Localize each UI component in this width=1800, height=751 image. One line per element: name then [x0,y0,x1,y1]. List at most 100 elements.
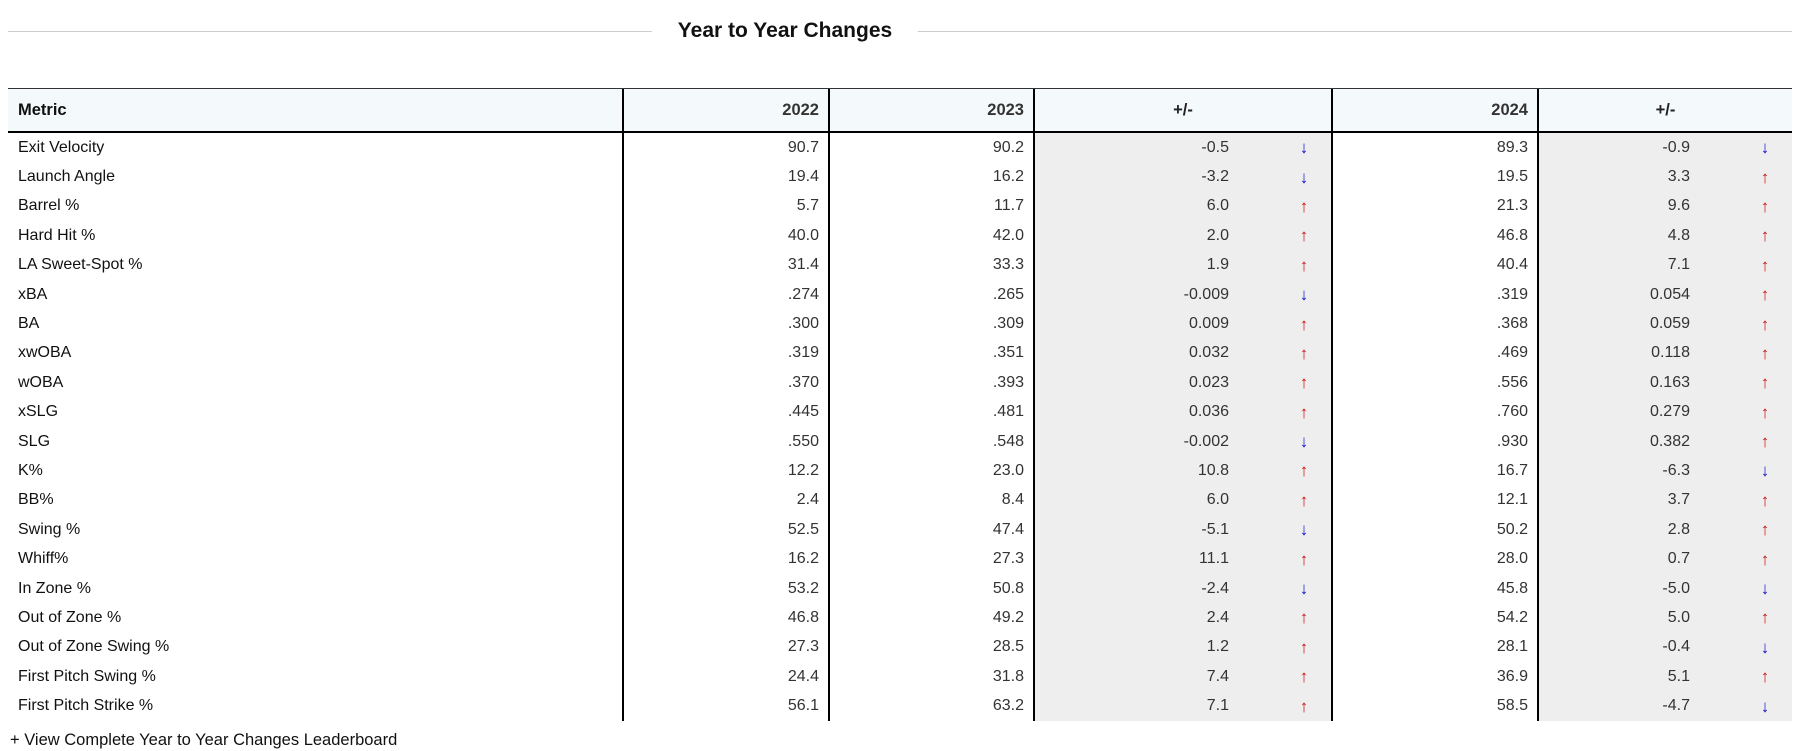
diff-2023-value: 6.0 [1206,197,1229,215]
up-arrow-icon: ↑ [1760,490,1770,510]
diff-2024-value: 7.1 [1667,256,1690,274]
value-2023-cell: .393 [828,368,1033,398]
diff-2023-value: 0.032 [1188,344,1229,362]
diff-2024-cell: 0.279 ↑ [1537,397,1792,427]
up-arrow-icon: ↑ [1760,373,1770,393]
diff-2023-value: 2.4 [1206,608,1229,626]
diff-2023-value: -0.002 [1183,432,1229,450]
value-2022-cell: 2.4 [622,485,828,516]
up-arrow-icon: ↑ [1299,226,1309,246]
up-arrow-icon: ↑ [1299,608,1309,628]
up-arrow-icon: ↑ [1299,402,1309,422]
diff-2023-cell: -5.1 ↓ [1033,515,1331,545]
diff-2023-value: 2.0 [1206,226,1229,244]
table-row: BA .300 .309 0.009 ↑ .368 0.059 ↑ [8,309,1792,339]
metric-cell: Exit Velocity [18,138,105,156]
table-row: K% 12.2 23.0 10.8 ↑ 16.7 -6.3 ↓ [8,456,1792,486]
diff-2023-cell: 0.023 ↑ [1033,368,1331,398]
value-2024-cell: 21.3 [1331,191,1537,222]
metric-cell: xwOBA [18,344,72,362]
diff-2024-cell: 0.118 ↑ [1537,338,1792,369]
value-2024-cell: 54.2 [1331,603,1537,633]
up-arrow-icon: ↑ [1299,637,1309,657]
value-2024-cell: .760 [1331,397,1537,427]
down-arrow-icon: ↓ [1299,138,1309,158]
value-2022-cell: 16.2 [622,544,828,574]
diff-2023-value: 0.036 [1188,403,1229,421]
up-arrow-icon: ↑ [1760,608,1770,628]
value-2024-cell: 16.7 [1331,456,1537,486]
diff-2024-value: -5.0 [1662,579,1690,597]
diff-2023-value: -2.4 [1201,579,1229,597]
diff-2024-value: -0.4 [1662,638,1690,656]
up-arrow-icon: ↑ [1299,549,1309,569]
value-2023-cell: .481 [828,397,1033,427]
table-row: Out of Zone Swing % 27.3 28.5 1.2 ↑ 28.1… [8,632,1792,663]
value-2024-cell: .556 [1331,368,1537,398]
diff-2023-value: 1.2 [1206,638,1229,656]
metric-cell: LA Sweet-Spot % [18,256,143,274]
value-2023-cell: 11.7 [828,191,1033,222]
value-2023-cell: .548 [828,426,1033,457]
down-arrow-icon: ↓ [1299,167,1309,187]
up-arrow-icon: ↑ [1299,196,1309,216]
down-arrow-icon: ↓ [1760,579,1770,599]
table-row: Launch Angle 19.4 16.2 -3.2 ↓ 19.5 3.3 ↑ [8,162,1792,192]
metric-cell: In Zone % [18,579,91,597]
metric-cell: SLG [18,432,51,450]
up-arrow-icon: ↑ [1299,373,1309,393]
value-2023-cell: 33.3 [828,250,1033,280]
table-footer: + View Complete Year to Year Changes Lea… [8,721,1792,750]
metric-cell: Out of Zone % [18,608,122,626]
value-2022-cell: 52.5 [622,515,828,545]
metric-cell: Out of Zone Swing % [18,638,170,656]
table-row: xwOBA .319 .351 0.032 ↑ .469 0.118 ↑ [8,338,1792,369]
header-2023: 2023 [828,89,1033,131]
value-2022-cell: .445 [622,397,828,427]
value-2023-cell: .351 [828,338,1033,369]
table-row: wOBA .370 .393 0.023 ↑ .556 0.163 ↑ [8,368,1792,398]
metric-cell: K% [18,461,43,479]
diff-2023-cell: 2.0 ↑ [1033,221,1331,251]
table-row: Exit Velocity 90.7 90.2 -0.5 ↓ 89.3 -0.9… [8,133,1792,163]
table-header-row: Metric 2022 2023 +/- 2024 +/- [8,88,1792,133]
diff-2023-cell: 0.032 ↑ [1033,338,1331,369]
diff-2024-value: 0.163 [1649,373,1690,391]
diff-2023-cell: 1.2 ↑ [1033,632,1331,663]
metric-cell: Swing % [18,520,81,538]
metric-cell: xSLG [18,403,59,421]
metric-cell: BA [18,315,40,333]
value-2022-cell: .550 [622,426,828,457]
up-arrow-icon: ↑ [1760,520,1770,540]
down-arrow-icon: ↓ [1760,637,1770,657]
metric-cell: Barrel % [18,197,80,215]
table-row: xSLG .445 .481 0.036 ↑ .760 0.279 ↑ [8,397,1792,427]
table-row: xBA .274 .265 -0.009 ↓ .319 0.054 ↑ [8,279,1792,310]
diff-2023-value: 11.1 [1199,550,1229,568]
value-2024-cell: 36.9 [1331,662,1537,692]
value-2022-cell: .370 [622,368,828,398]
value-2022-cell: 46.8 [622,603,828,633]
diff-2024-cell: 3.3 ↑ [1537,162,1792,192]
value-2022-cell: .319 [622,338,828,369]
metric-cell: Whiff% [18,550,69,568]
diff-2024-value: 3.3 [1667,168,1690,186]
section-title: Year to Year Changes [651,19,919,43]
value-2022-cell: 90.7 [622,133,828,163]
diff-2024-cell: 3.7 ↑ [1537,485,1792,516]
table-body: Exit Velocity 90.7 90.2 -0.5 ↓ 89.3 -0.9… [8,133,1792,721]
view-leaderboard-link[interactable]: + View Complete Year to Year Changes Lea… [10,730,398,749]
value-2024-cell: .319 [1331,279,1537,310]
metric-cell: xBA [18,285,48,303]
diff-2024-value: 3.7 [1667,491,1690,509]
diff-2023-cell: 0.036 ↑ [1033,397,1331,427]
table-row: First Pitch Strike % 56.1 63.2 7.1 ↑ 58.… [8,691,1792,721]
value-2024-cell: 46.8 [1331,221,1537,251]
section-header: Year to Year Changes [8,0,1792,88]
diff-2023-value: -0.5 [1201,138,1229,156]
diff-2024-cell: 7.1 ↑ [1537,250,1792,280]
table-row: BB% 2.4 8.4 6.0 ↑ 12.1 3.7 ↑ [8,485,1792,516]
diff-2023-value: -5.1 [1201,520,1229,538]
diff-2024-value: 0.7 [1667,550,1690,568]
value-2024-cell: 45.8 [1331,573,1537,604]
